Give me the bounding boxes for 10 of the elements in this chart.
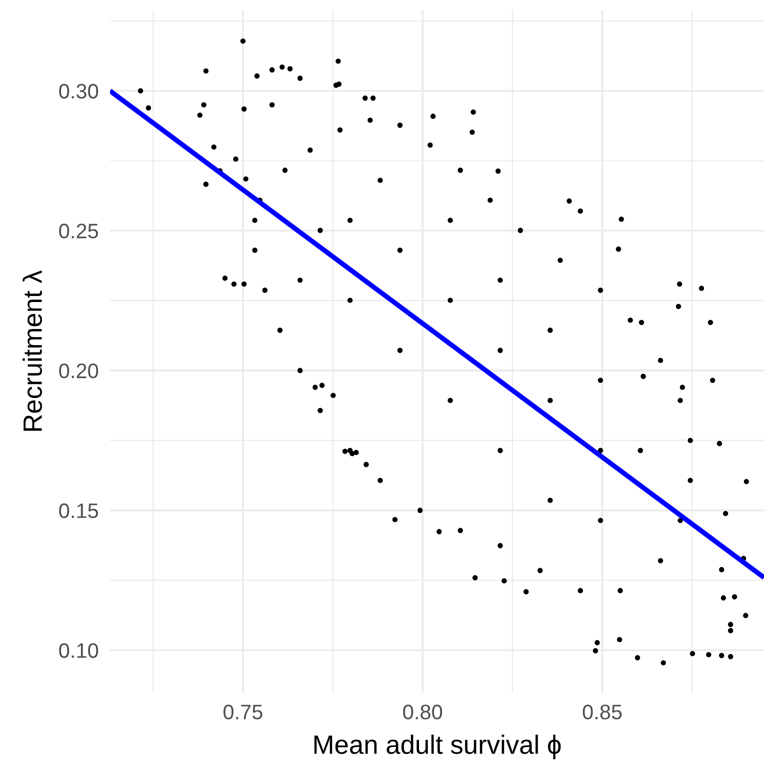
y-tick-label: 0.10 xyxy=(59,643,98,658)
y-axis-title: Recruitment λ xyxy=(22,270,42,431)
x-axis-title: Mean adult survival ϕ xyxy=(314,734,561,760)
y-tick-label: 0.25 xyxy=(59,224,98,238)
y-tick-label: 0.15 xyxy=(59,503,98,518)
x-tick-label: 0.85 xyxy=(582,704,622,720)
x-tick-label: 0.75 xyxy=(224,704,262,720)
y-tick-label: 0.30 xyxy=(59,84,98,99)
x-tick-label: 0.80 xyxy=(403,704,442,720)
y-tick-label: 0.20 xyxy=(59,364,98,378)
